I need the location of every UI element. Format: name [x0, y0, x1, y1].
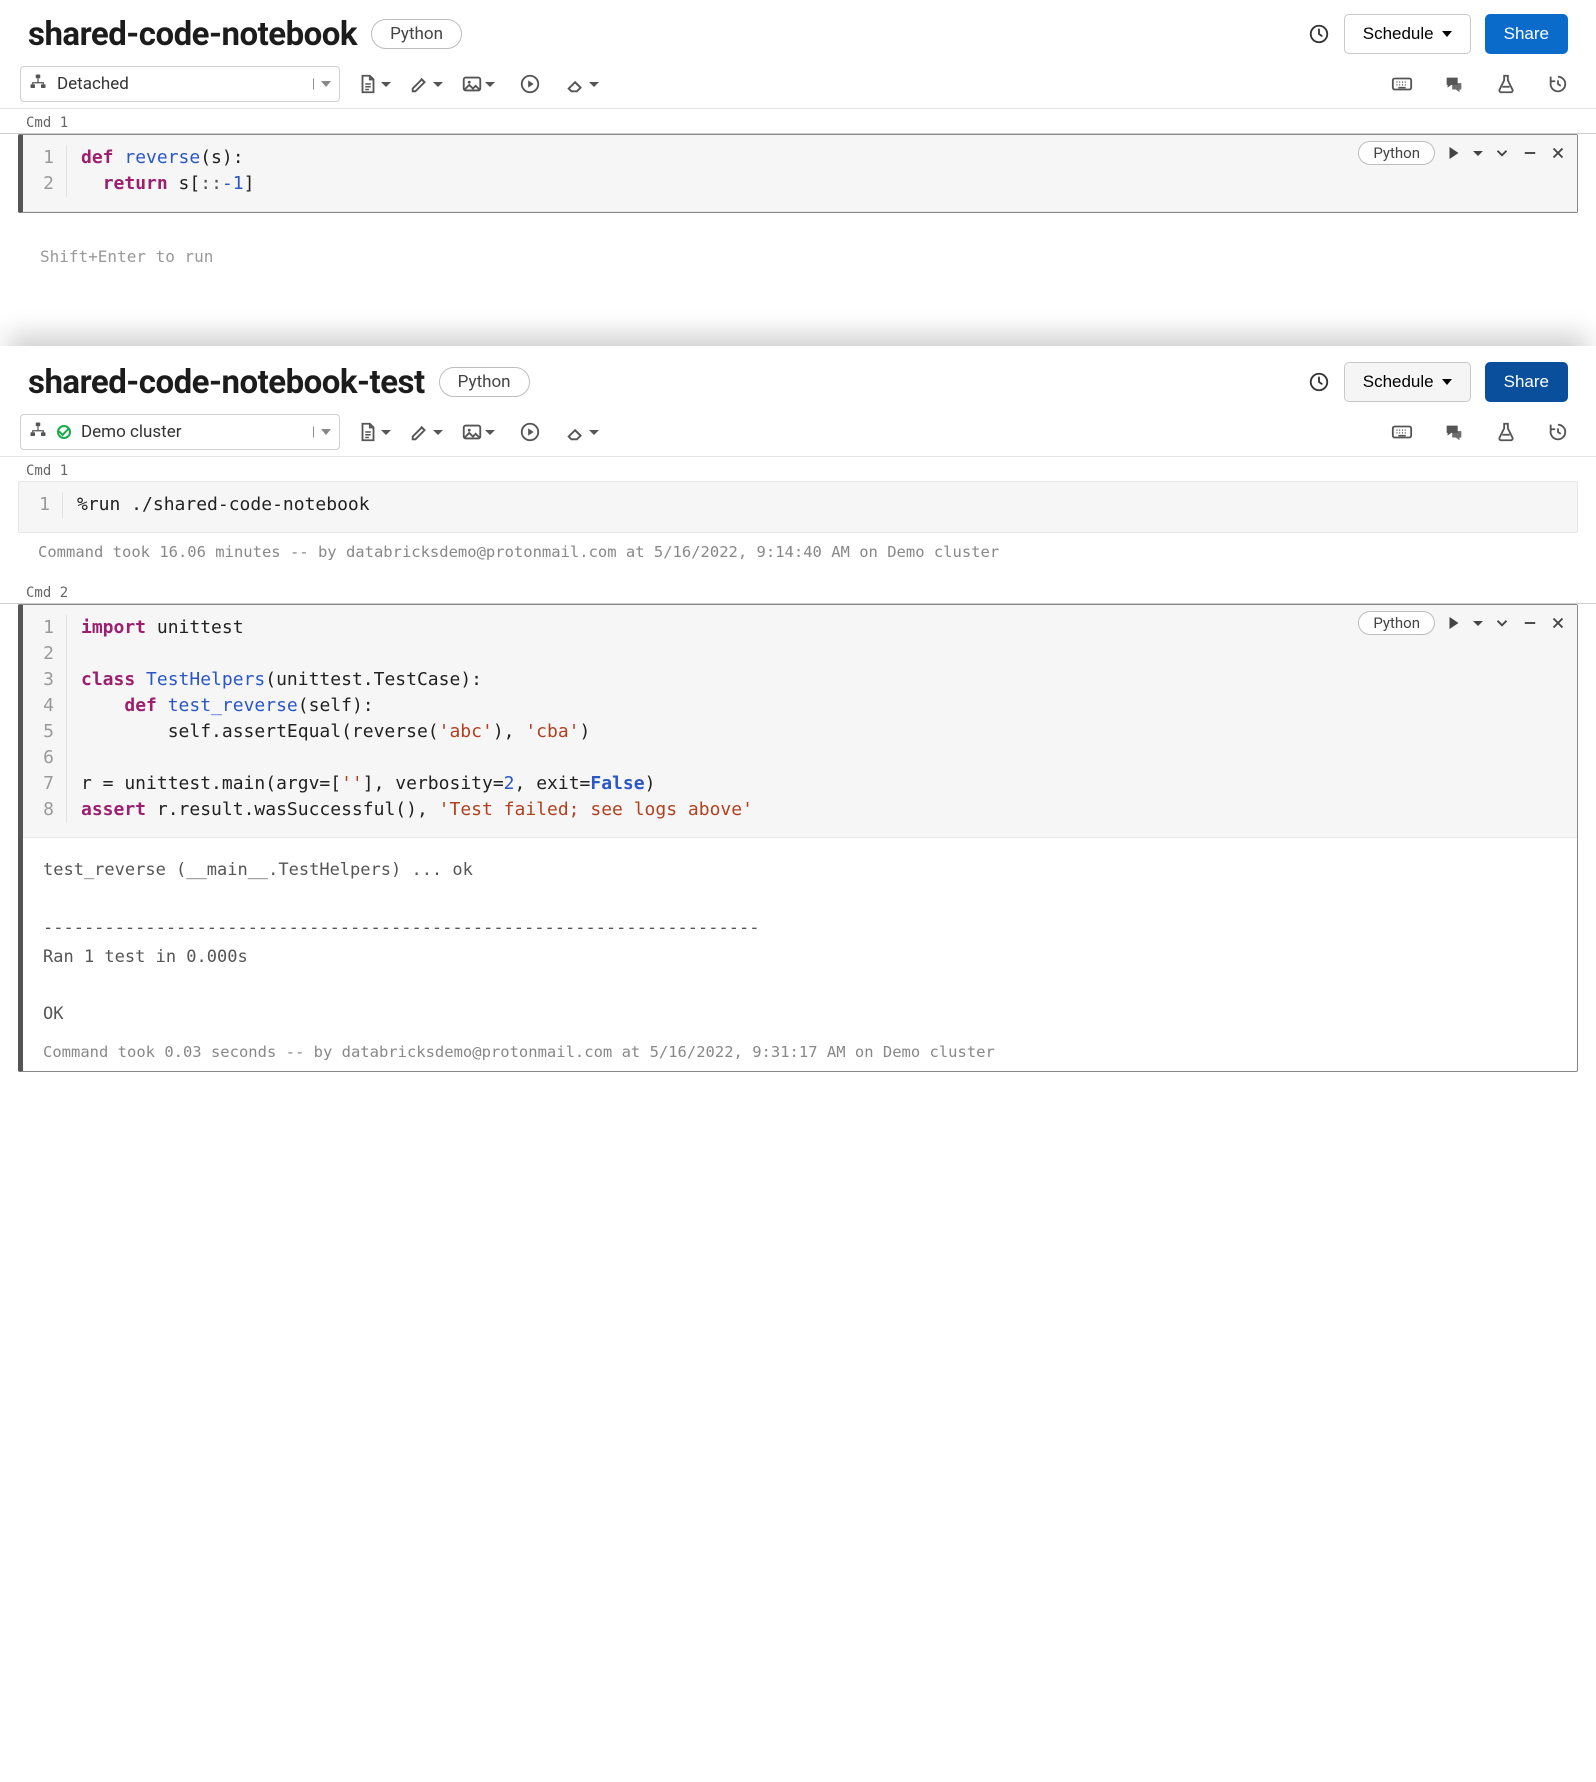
- cell-close-button[interactable]: [1549, 144, 1567, 162]
- share-button-label: Share: [1504, 24, 1549, 44]
- notebook2-language-badge[interactable]: Python: [439, 367, 530, 397]
- code-editor[interactable]: 12345678 import unittest class TestHelpe…: [23, 605, 1577, 838]
- cell-controls: Python: [1358, 611, 1567, 635]
- sitemap-icon: [29, 73, 47, 95]
- run-hint: Shift+Enter to run: [0, 221, 1596, 266]
- image-menu-button[interactable]: [460, 68, 496, 100]
- notebook1-cell1[interactable]: Python 12 def reverse(s): return s[::-1]: [18, 134, 1578, 213]
- cell-expand-button[interactable]: [1493, 144, 1511, 162]
- notebook2-title: shared-code-notebook-test: [28, 363, 425, 402]
- clock-icon[interactable]: [1308, 371, 1330, 393]
- schedule-button[interactable]: Schedule: [1344, 14, 1471, 54]
- cmd-label-2: Cmd 2: [0, 579, 1596, 604]
- code-content: def reverse(s): return s[::-1]: [67, 145, 254, 197]
- notebook-pane-2: shared-code-notebook-test Python Schedul…: [0, 346, 1596, 1072]
- cluster-status-text: Demo cluster: [81, 422, 302, 442]
- notebook2-cell2[interactable]: Python 12345678 import unittest class Te…: [18, 604, 1578, 1072]
- image-menu-button[interactable]: [460, 416, 496, 448]
- file-menu-button[interactable]: [356, 68, 392, 100]
- cluster-status-ok-icon: [57, 425, 71, 439]
- file-menu-button[interactable]: [356, 416, 392, 448]
- revision-history-button[interactable]: [1540, 68, 1576, 100]
- clear-menu-button[interactable]: [564, 68, 600, 100]
- cell-controls: Python: [1358, 141, 1567, 165]
- schedule-button-label: Schedule: [1363, 372, 1434, 392]
- cell-output: test_reverse (__main__.TestHelpers) ... …: [23, 838, 1577, 1043]
- cluster-caret: |: [312, 425, 331, 440]
- cell-run-button[interactable]: [1445, 144, 1463, 162]
- clock-icon[interactable]: [1308, 23, 1330, 45]
- comments-button[interactable]: [1436, 68, 1472, 100]
- experiments-button[interactable]: [1488, 416, 1524, 448]
- edit-menu-button[interactable]: [408, 416, 444, 448]
- line-gutter: 12345678: [23, 615, 67, 823]
- cell-minimize-button[interactable]: [1521, 144, 1539, 162]
- share-button[interactable]: Share: [1485, 362, 1568, 402]
- clear-menu-button[interactable]: [564, 416, 600, 448]
- cmd-label-1: Cmd 1: [0, 109, 1596, 134]
- experiments-button[interactable]: [1488, 68, 1524, 100]
- notebook1-header: shared-code-notebook Python Schedule Sha…: [0, 0, 1596, 62]
- revision-history-button[interactable]: [1540, 416, 1576, 448]
- notebook-pane-1: shared-code-notebook Python Schedule Sha…: [0, 0, 1596, 346]
- run-all-button[interactable]: [512, 416, 548, 448]
- code-editor[interactable]: 12 def reverse(s): return s[::-1]: [23, 135, 1577, 212]
- edit-menu-button[interactable]: [408, 68, 444, 100]
- notebook2-header: shared-code-notebook-test Python Schedul…: [0, 348, 1596, 410]
- chevron-down-icon: [1442, 379, 1452, 385]
- cluster-selector[interactable]: Demo cluster |: [20, 414, 340, 450]
- code-editor[interactable]: 1 %run ./shared-code-notebook: [18, 481, 1578, 533]
- code-content: %run ./shared-code-notebook: [63, 492, 370, 518]
- cluster-status-text: Detached: [57, 74, 302, 94]
- schedule-button[interactable]: Schedule: [1344, 362, 1471, 402]
- line-gutter: 1: [19, 492, 63, 518]
- notebook1-language-badge[interactable]: Python: [371, 19, 462, 49]
- cell-close-button[interactable]: [1549, 614, 1567, 632]
- cell-language-pill[interactable]: Python: [1358, 141, 1435, 165]
- chevron-down-icon: [1442, 31, 1452, 37]
- share-button-label: Share: [1504, 372, 1549, 392]
- cell-meta: Command took 16.06 minutes -- by databri…: [18, 533, 1578, 571]
- keyboard-shortcuts-button[interactable]: [1384, 416, 1420, 448]
- line-gutter: 12: [23, 145, 67, 197]
- cmd-label-1: Cmd 1: [0, 457, 1596, 481]
- schedule-button-label: Schedule: [1363, 24, 1434, 44]
- cluster-caret: |: [312, 77, 331, 92]
- notebook1-toolbar: Detached |: [0, 62, 1596, 109]
- cell-run-button[interactable]: [1445, 614, 1463, 632]
- share-button[interactable]: Share: [1485, 14, 1568, 54]
- notebook1-title: shared-code-notebook: [28, 15, 357, 54]
- code-content: import unittest class TestHelpers(unitte…: [67, 615, 753, 823]
- notebook2-cell1[interactable]: 1 %run ./shared-code-notebook Command to…: [18, 481, 1578, 571]
- notebook2-toolbar: Demo cluster |: [0, 410, 1596, 457]
- keyboard-shortcuts-button[interactable]: [1384, 68, 1420, 100]
- comments-button[interactable]: [1436, 416, 1472, 448]
- cell-minimize-button[interactable]: [1521, 614, 1539, 632]
- run-all-button[interactable]: [512, 68, 548, 100]
- cell-expand-button[interactable]: [1493, 614, 1511, 632]
- cell-language-pill[interactable]: Python: [1358, 611, 1435, 635]
- cluster-selector[interactable]: Detached |: [20, 66, 340, 102]
- sitemap-icon: [29, 421, 47, 443]
- cell-meta: Command took 0.03 seconds -- by databric…: [23, 1043, 1577, 1071]
